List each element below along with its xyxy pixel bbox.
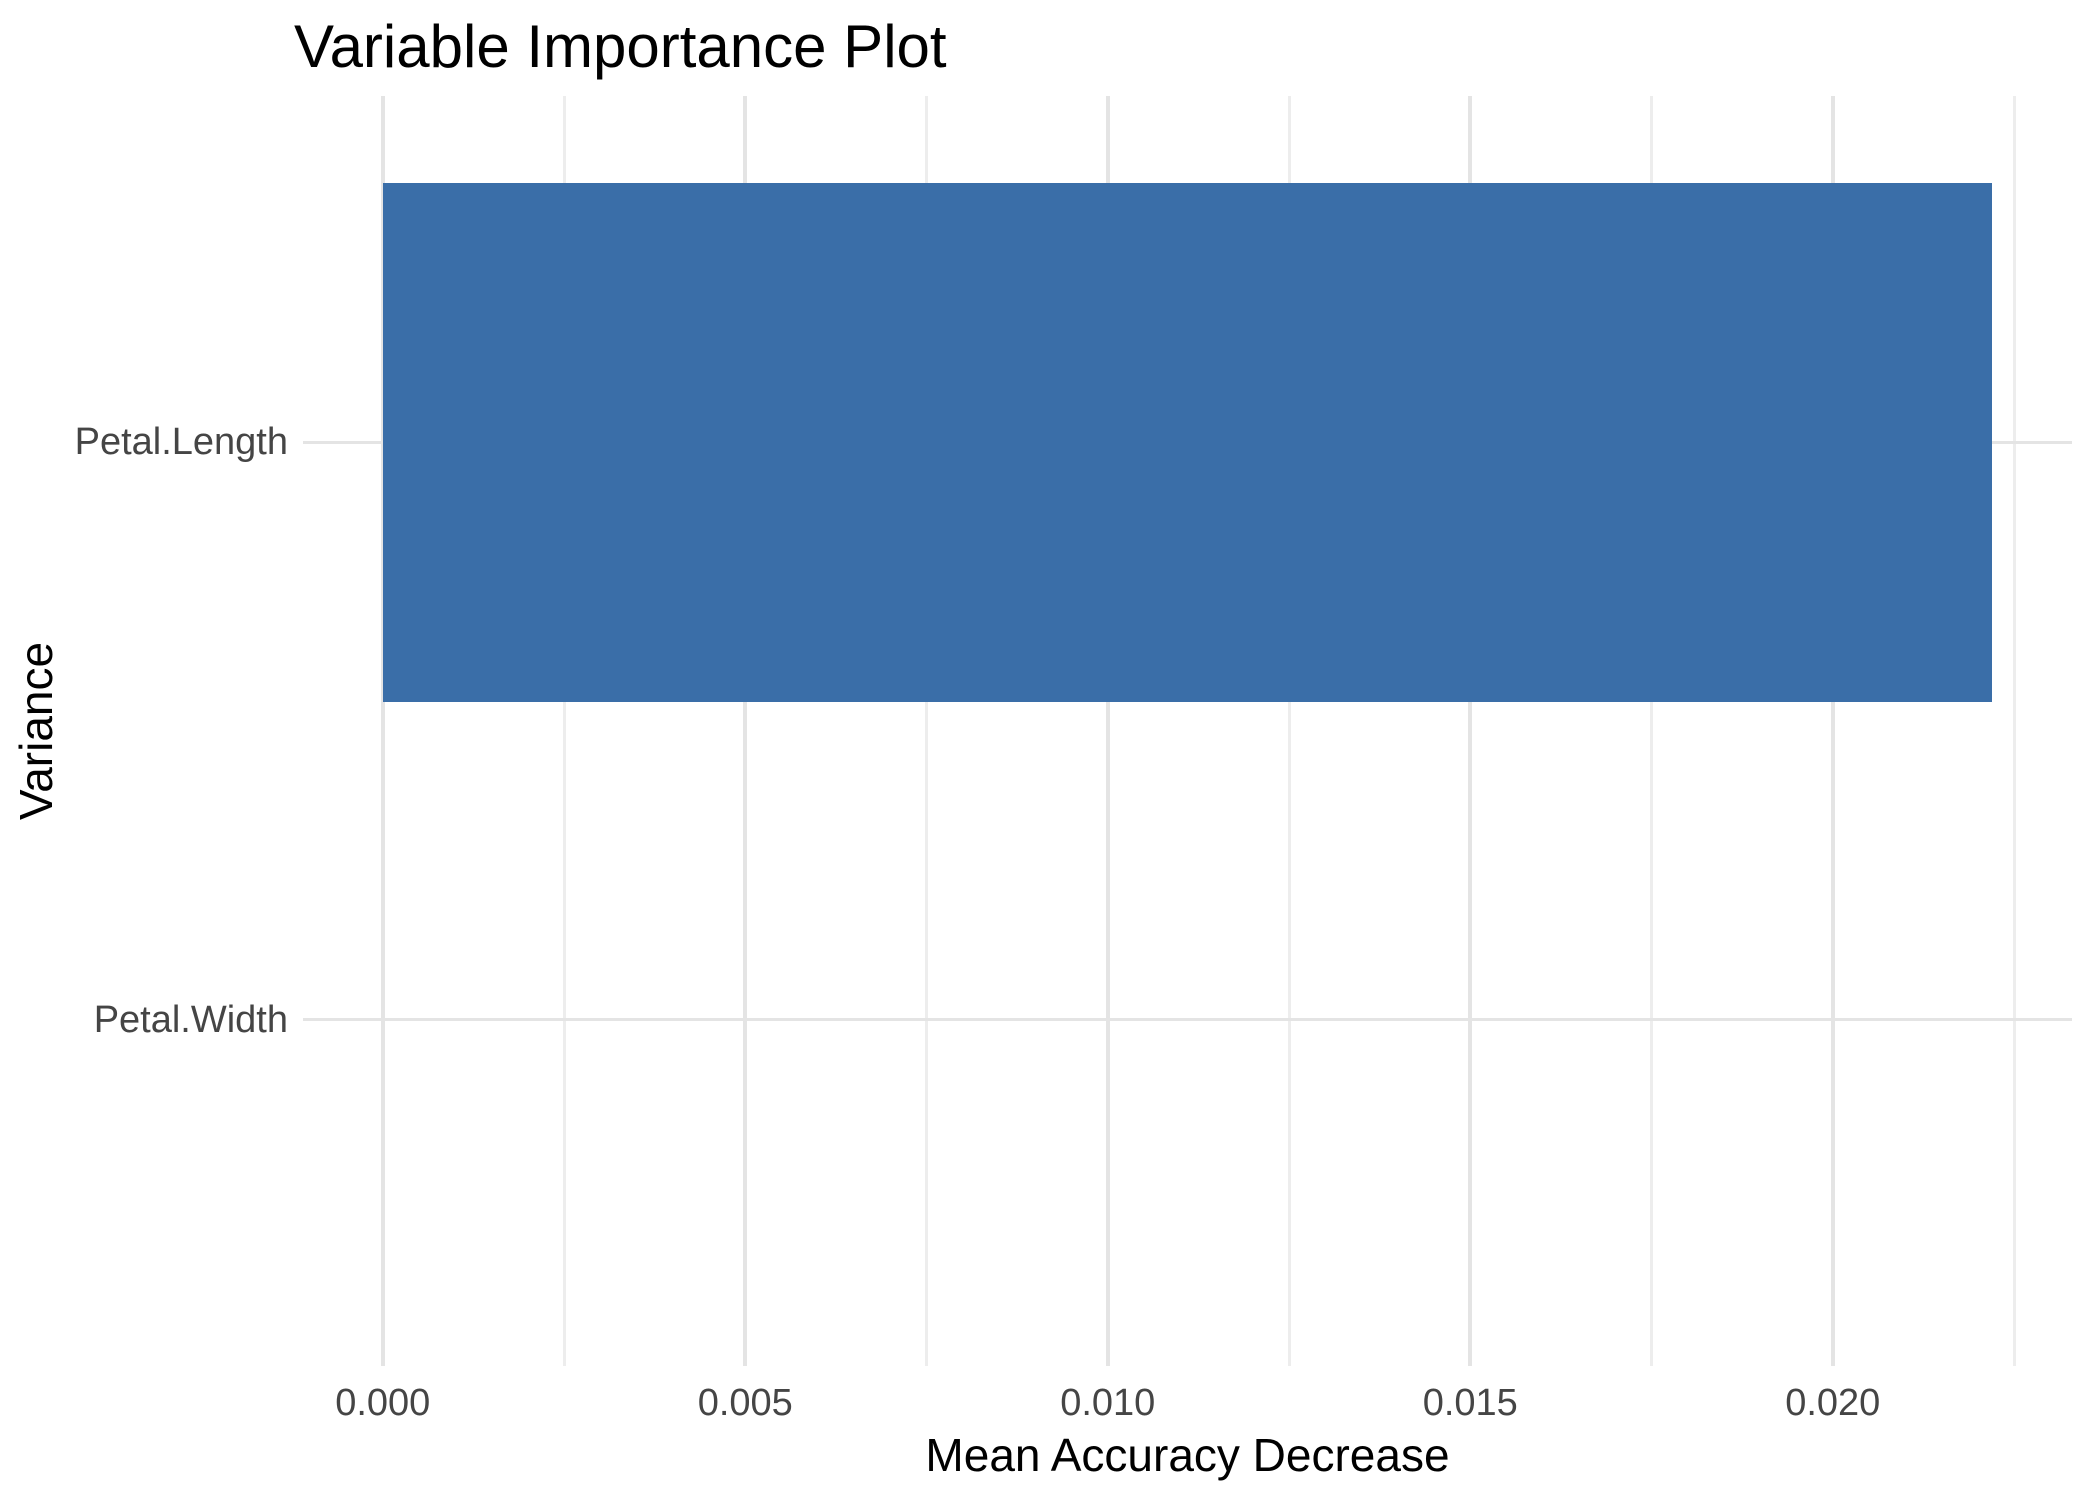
x-tick-label: 0.020 — [1785, 1382, 1881, 1424]
gridline-minor-x — [925, 96, 928, 1366]
gridline-minor-x — [1650, 96, 1653, 1366]
plot-panel — [303, 96, 2072, 1366]
gridline-minor-x — [1287, 96, 1291, 1366]
gridline-major-x — [1830, 96, 1835, 1366]
gridline-major-x — [743, 96, 748, 1366]
y-tick-label-petal-length: Petal.Length — [74, 421, 288, 464]
x-tick-label: 0.005 — [697, 1382, 793, 1424]
gridline-minor-x — [562, 96, 566, 1366]
x-tick-label: 0.010 — [1060, 1382, 1156, 1424]
y-tick-label-petal-width: Petal.Width — [93, 998, 288, 1041]
x-tick-label: 0.015 — [1422, 1382, 1518, 1424]
gridline-minor-x — [2012, 96, 2016, 1366]
gridline-major-y — [303, 1018, 2072, 1022]
gridline-major-x — [1468, 96, 1473, 1366]
gridline-major-x — [380, 96, 385, 1366]
gridline-major-x — [1105, 96, 1110, 1366]
chart-title: Variable Importance Plot — [294, 13, 947, 80]
x-tick-label: 0.000 — [335, 1382, 431, 1424]
y-axis-title: Variance — [10, 641, 62, 821]
x-axis-title: Mean Accuracy Decrease — [925, 1429, 1450, 1481]
bar-petal-length — [382, 182, 1993, 703]
